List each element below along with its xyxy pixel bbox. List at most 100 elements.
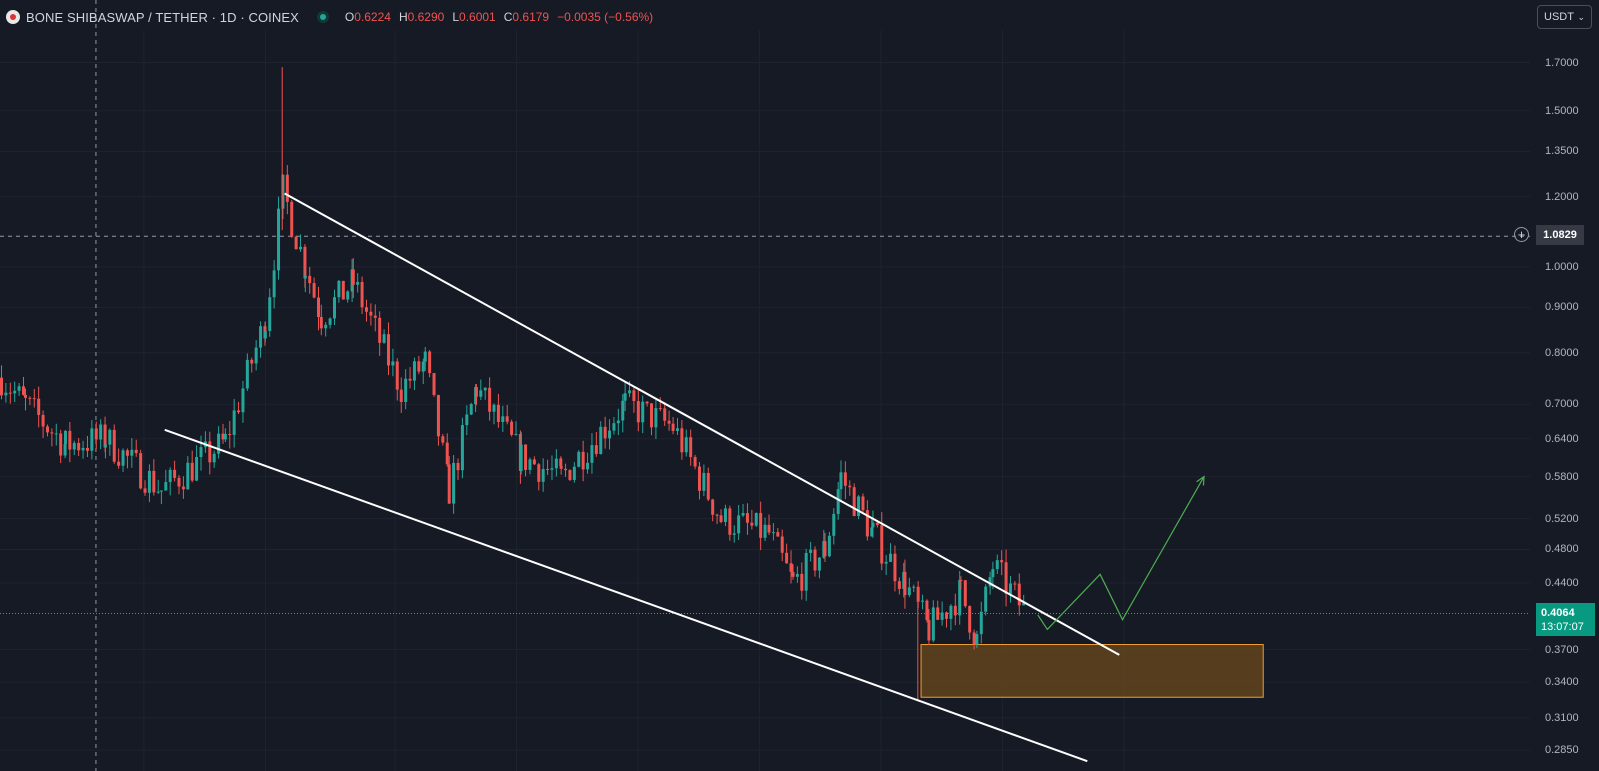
candle-body	[412, 361, 416, 381]
candle-body	[871, 522, 875, 528]
candle-body	[645, 401, 649, 404]
price-axis-label: 0.5200	[1545, 512, 1579, 525]
ohlc-low-key: L	[452, 10, 460, 24]
candle-body	[667, 420, 671, 424]
candle-body	[809, 549, 813, 553]
candle-body	[903, 571, 907, 596]
candle-body	[568, 470, 572, 480]
candle-body	[776, 532, 780, 537]
candle-body	[195, 457, 199, 481]
candle-body	[152, 470, 156, 493]
candle-body	[621, 400, 625, 421]
candle-body	[208, 441, 212, 463]
candle-body	[554, 458, 558, 469]
candle-body	[658, 408, 662, 410]
candle-body	[333, 297, 336, 319]
candle-body	[259, 326, 263, 348]
candle-body	[650, 403, 654, 428]
candle-body	[436, 395, 440, 437]
candle-body	[156, 491, 160, 493]
candle-body	[254, 347, 258, 364]
candle-body	[795, 573, 799, 577]
candle-body	[125, 450, 129, 456]
candle-body	[628, 390, 632, 394]
candle-body	[13, 390, 17, 394]
candle-body	[737, 515, 741, 534]
candle-body	[590, 445, 594, 463]
candle-body	[719, 515, 723, 523]
candle-body	[303, 246, 307, 279]
candle-body	[759, 512, 763, 538]
symbol-title[interactable]: BONE SHIBASWAP / TETHER · 1D · COINEX	[26, 9, 299, 25]
candle-body	[404, 378, 408, 403]
last-price-tag: 0.4064 13:07:07	[1536, 603, 1595, 636]
candle-body	[447, 464, 451, 504]
candle-body	[319, 316, 323, 329]
candle-body	[72, 442, 76, 450]
candle-body	[37, 398, 41, 415]
candle-body	[745, 513, 749, 523]
candle-body	[59, 433, 63, 456]
candle-body	[299, 246, 303, 250]
candle-body	[408, 378, 412, 381]
candle-body	[754, 512, 758, 526]
candle-body	[241, 388, 245, 413]
candle-body	[767, 524, 771, 533]
candle-body	[988, 577, 992, 587]
candle-body	[250, 359, 254, 364]
candle-body	[680, 428, 684, 453]
candle-body	[800, 573, 804, 591]
candle-body	[925, 600, 929, 621]
candle-body	[351, 269, 355, 285]
candle-body	[945, 612, 949, 619]
candle-body	[532, 459, 536, 465]
candle-body	[85, 447, 89, 451]
candle-body	[221, 433, 225, 440]
candle-body	[285, 174, 289, 202]
candle-body	[237, 410, 241, 413]
ohlc-close-key: C	[503, 10, 513, 24]
candle-body	[103, 424, 107, 448]
candle-body	[308, 275, 312, 284]
add-price-alert-icon[interactable]: +	[1514, 227, 1529, 242]
candle-body	[884, 561, 888, 564]
candle-body	[963, 580, 967, 607]
candle-body	[369, 311, 373, 316]
candle-body	[479, 390, 483, 397]
candle-body	[423, 351, 427, 362]
candle-body	[505, 416, 509, 422]
ohlc-legend: O0.6224 H0.6290 L0.6001 C0.6179 −0.0035 …	[345, 10, 653, 24]
candle-body	[889, 553, 893, 562]
candle-body	[130, 449, 134, 456]
candle-body	[94, 428, 98, 440]
candle-body	[337, 280, 341, 298]
candle-body	[975, 634, 979, 645]
candle-body	[537, 464, 541, 482]
candle-body	[452, 462, 456, 504]
candle-body	[360, 281, 364, 308]
candle-body	[294, 236, 298, 250]
upper-trendline[interactable]	[284, 192, 1120, 656]
support-zone-rectangle[interactable]	[920, 644, 1264, 698]
lower-trendline[interactable]	[164, 428, 1088, 763]
candle-body	[121, 450, 125, 466]
market-status-icon[interactable]	[316, 11, 329, 23]
candle-body	[641, 401, 645, 423]
candle-body	[63, 430, 67, 445]
candle-body	[281, 174, 285, 209]
candle-body	[893, 553, 897, 582]
price-axis-label: 0.3400	[1545, 676, 1579, 689]
candle-body	[603, 426, 607, 439]
candle-body	[483, 387, 487, 391]
candle-body	[341, 280, 345, 300]
candle-body	[164, 482, 168, 491]
candle-body	[599, 426, 603, 455]
projection-path[interactable]	[1037, 476, 1205, 631]
candle-body	[991, 569, 995, 578]
candle-body	[99, 424, 103, 440]
chart-header: BONE SHIBASWAP / TETHER · 1D · COINEX O0…	[6, 6, 653, 28]
candle-body	[103, 444, 107, 448]
currency-select-button[interactable]: USDT ⌄	[1537, 5, 1592, 29]
candle-body	[386, 334, 390, 366]
